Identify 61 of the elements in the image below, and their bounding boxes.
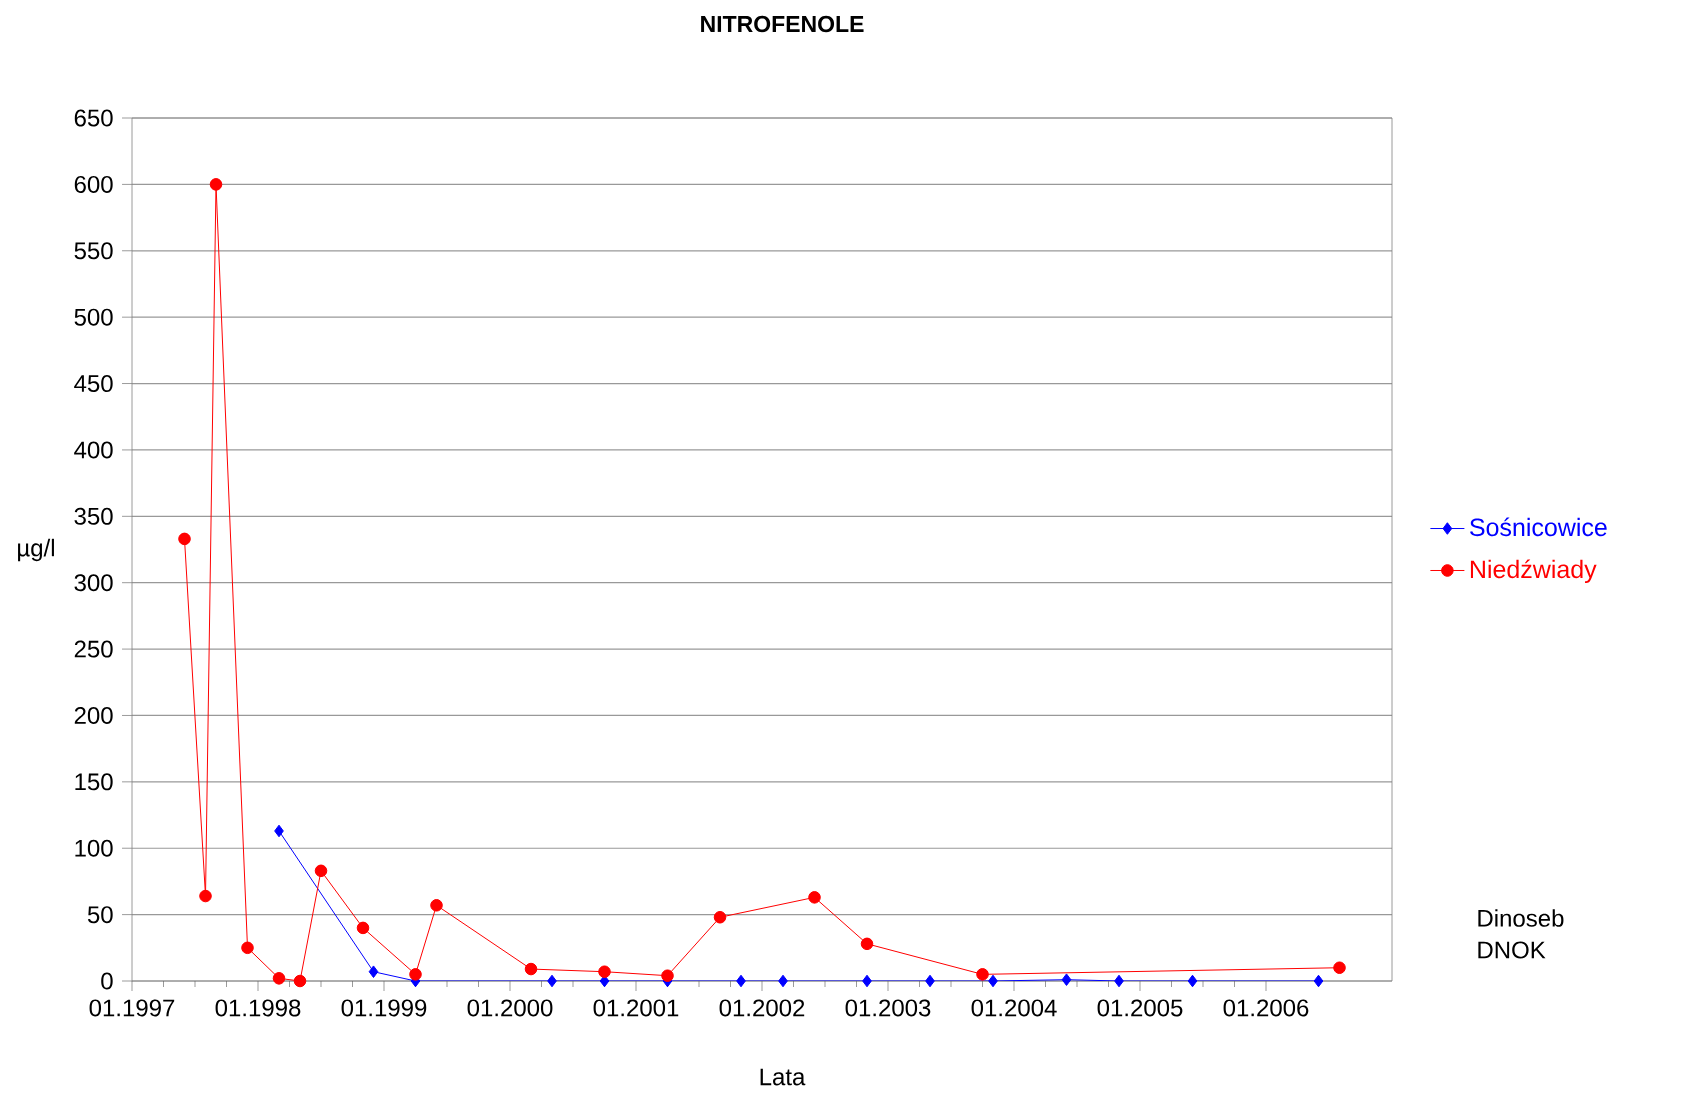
point: [430, 898, 443, 912]
x-tick-label: 01.2004: [971, 999, 1057, 1017]
point: [241, 941, 254, 954]
y-tick-label: 650: [74, 109, 113, 127]
point: [778, 974, 788, 988]
point: [1333, 961, 1346, 974]
point: [199, 889, 212, 903]
x-tick-label: 01.2003: [845, 999, 931, 1017]
point: [925, 974, 935, 988]
x-tick-label: 01.1997: [89, 999, 175, 1017]
legend-label: Sośnicowice: [1470, 517, 1607, 536]
x-tick-label: 01.2002: [719, 999, 805, 1017]
point: [713, 910, 727, 924]
y-tick-label: 400: [74, 441, 113, 459]
point: [409, 967, 422, 981]
point: [1061, 973, 1072, 986]
y-tick-label: 500: [74, 308, 113, 326]
point: [1187, 974, 1198, 988]
text: DNOK: [1478, 941, 1546, 959]
point: [314, 864, 328, 877]
x-tick-label: 01.1998: [215, 999, 301, 1017]
x-tick-label: 01.2006: [1223, 999, 1309, 1017]
point: [293, 974, 307, 988]
point: [272, 971, 286, 985]
point: [736, 974, 746, 988]
point: [274, 824, 284, 838]
point: [178, 532, 191, 545]
y-tick-label: 50: [87, 905, 113, 923]
point: [209, 177, 223, 191]
y-tick-label: 100: [75, 839, 113, 857]
x-tick-label: 01.1999: [341, 999, 427, 1017]
point: [1114, 974, 1124, 988]
y-tick-label: 450: [74, 374, 113, 392]
x-tick-label: 01.2005: [1097, 999, 1183, 1017]
y-tick-label: 550: [74, 242, 113, 260]
point: [598, 965, 611, 978]
point: [524, 962, 538, 976]
point: [356, 921, 370, 934]
point: [547, 974, 557, 988]
y-tick-label: 350: [74, 507, 113, 525]
x-axis-title: Lata: [760, 1068, 806, 1086]
y-axis-title: µg/l: [18, 538, 54, 561]
point: [661, 969, 674, 982]
x-tick-label: 01.2001: [593, 999, 679, 1017]
point: [862, 974, 872, 988]
y-tick-label: 0: [101, 972, 113, 990]
point: [860, 937, 874, 950]
point: [1313, 974, 1324, 988]
y-tick-label: 300: [74, 574, 113, 592]
y-tick-label: 200: [74, 706, 113, 724]
legend-label: Niedźwiady: [1470, 559, 1597, 583]
y-tick-label: 250: [74, 640, 113, 658]
y-tick-label: 600: [74, 175, 113, 193]
x-tick-label: 01.2000: [467, 999, 553, 1017]
point: [808, 890, 821, 904]
point: [368, 965, 379, 978]
chart-title: NITROFENOLE: [701, 15, 864, 32]
point: [988, 974, 998, 988]
text: Dinoseb: [1478, 908, 1564, 927]
point: [976, 967, 989, 981]
y-tick-label: 150: [75, 773, 113, 791]
